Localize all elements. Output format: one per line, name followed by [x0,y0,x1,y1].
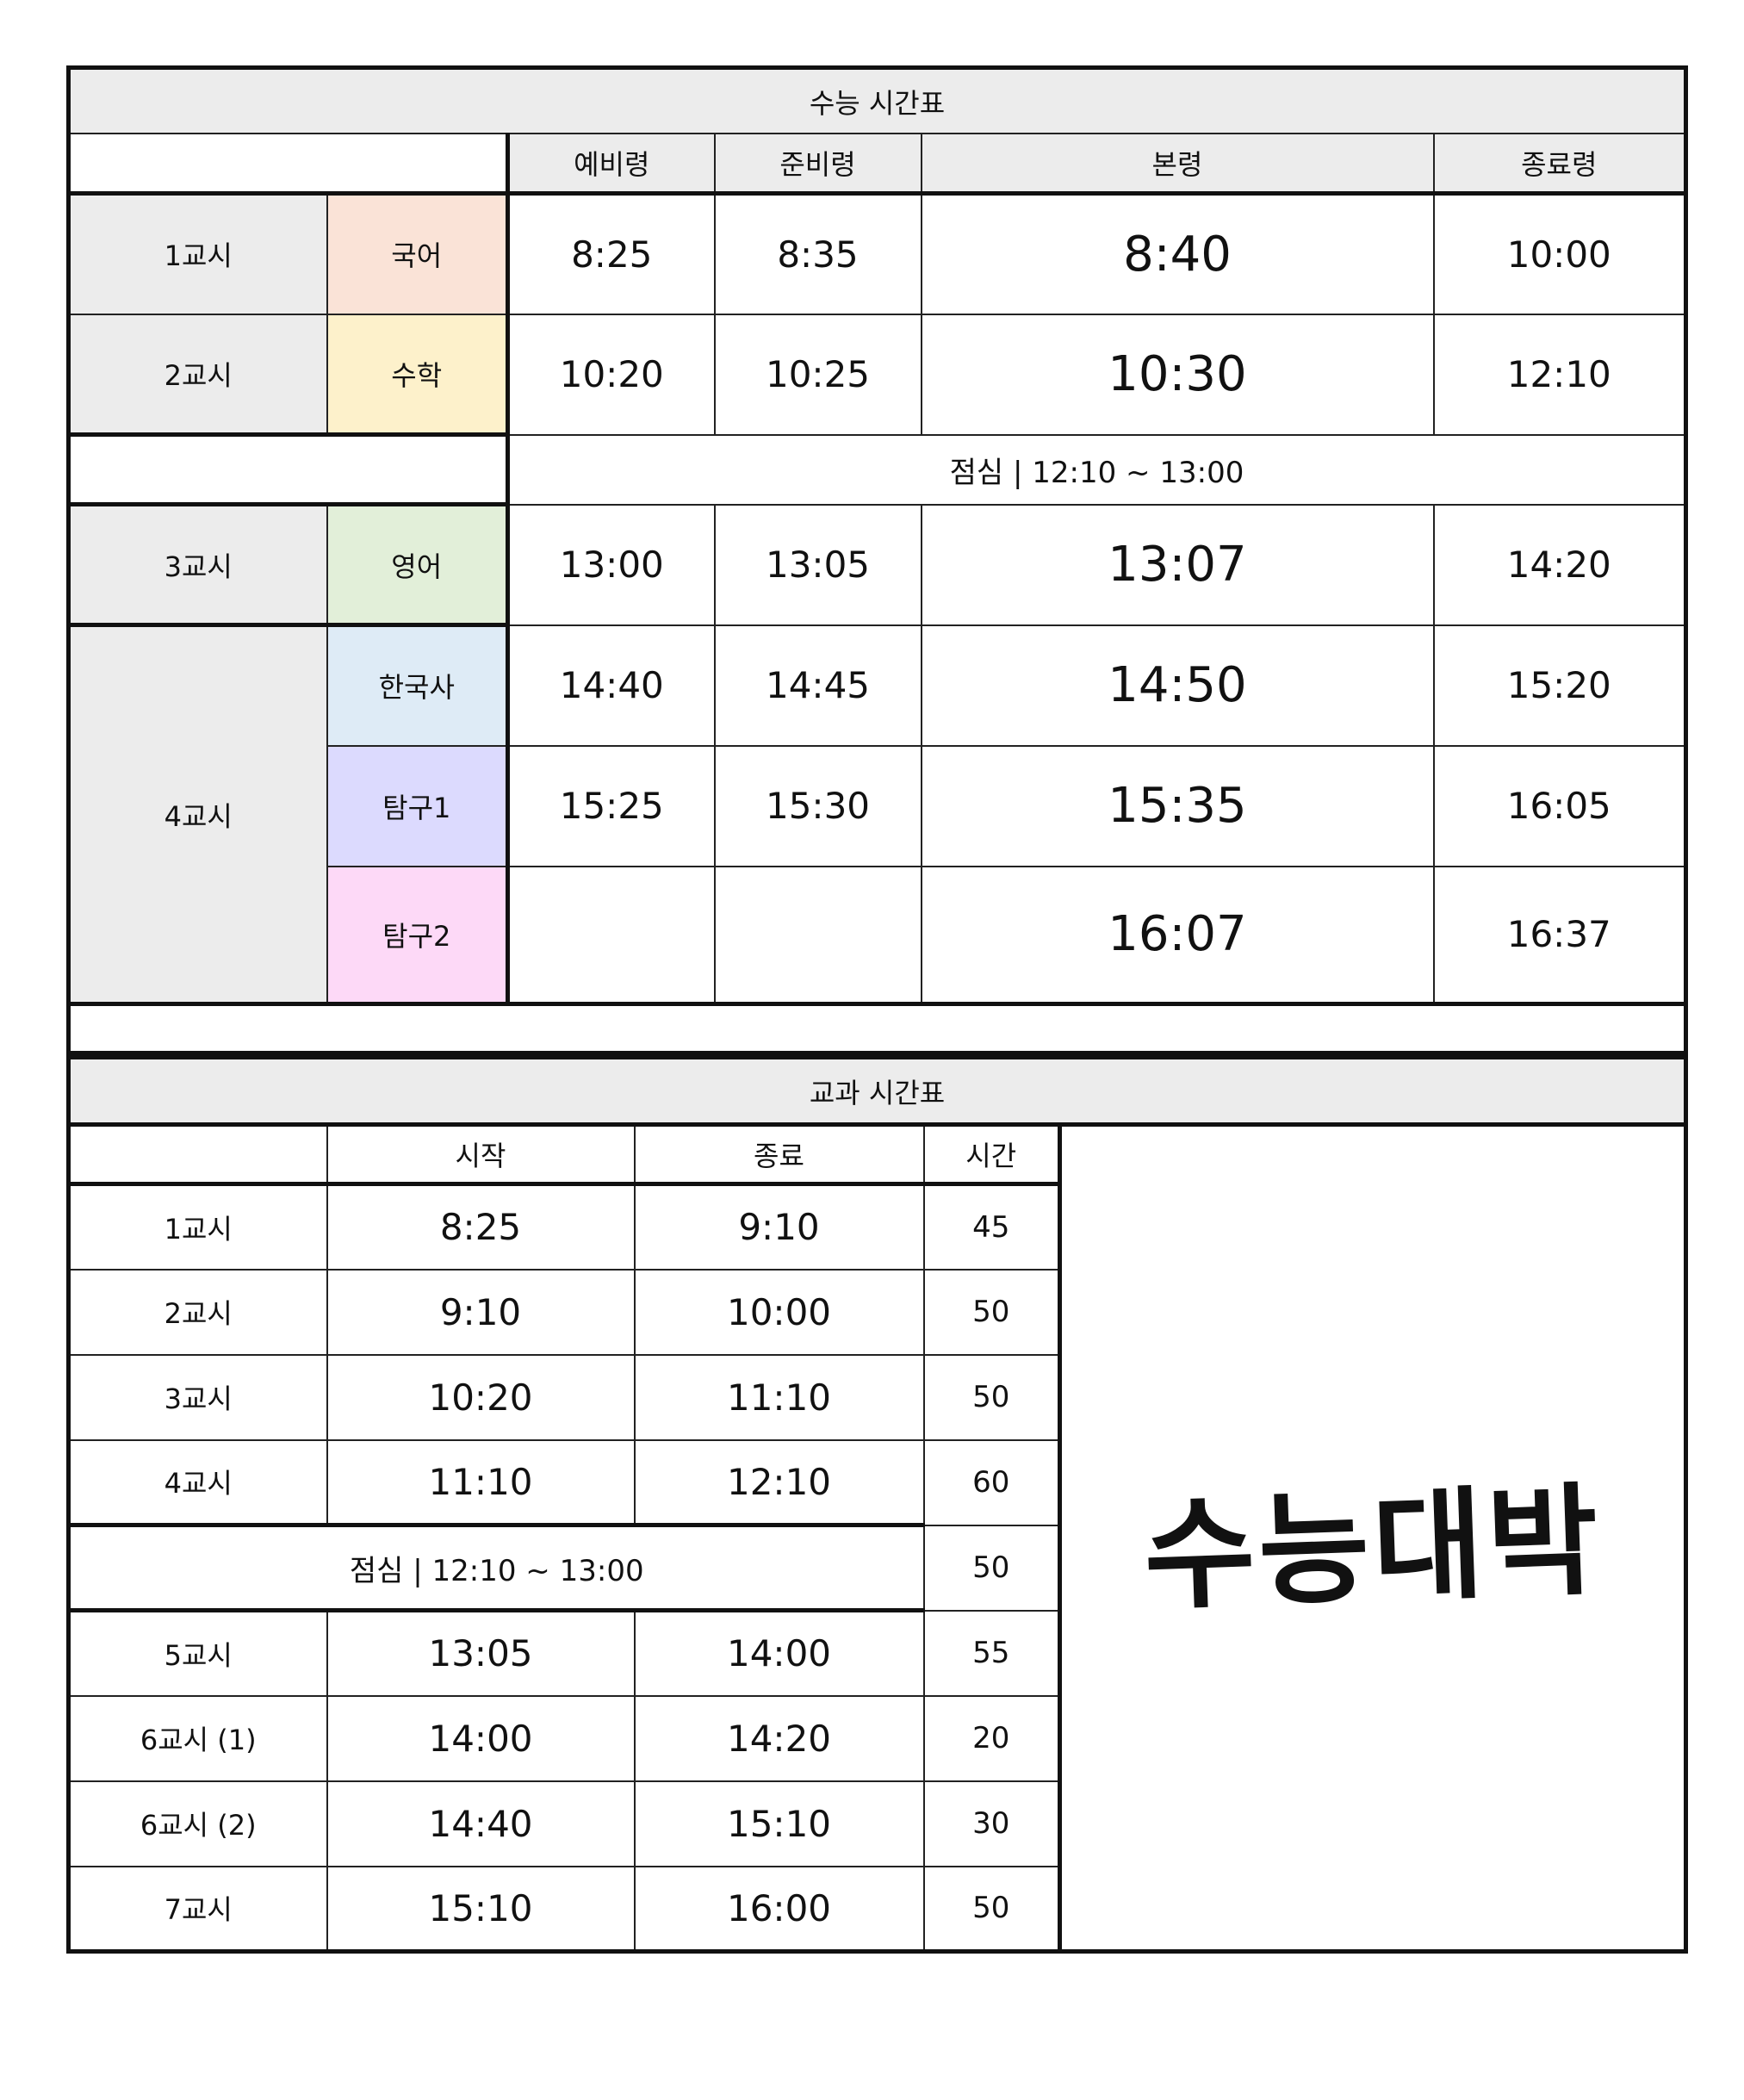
minutes: 20 [922,1694,1062,1782]
school-title: 교과 시간표 [67,1055,1687,1127]
main-time: 8:40 [920,192,1435,315]
lunch-label: 점심 | 12:10 ~ 13:00 [67,1523,925,1612]
main-time: 10:30 [920,313,1435,436]
prep-time: 14:40 [506,624,716,747]
end-time: 11:10 [633,1353,925,1441]
lunch-label: 점심 | 12:10 ~ 13:00 [506,433,1687,506]
spacer-row [67,1002,1687,1054]
subject-cell: 국어 [326,192,510,315]
prep-time: 13:00 [506,503,716,626]
main-time: 14:50 [920,624,1435,747]
end-time: 12:10 [633,1438,925,1526]
main-time: 15:35 [920,744,1435,867]
ready-time: 10:25 [713,313,922,436]
minutes: 50 [922,1268,1062,1356]
period-label: 3교시 [67,503,328,627]
period-label: 4교시 [67,624,328,1005]
end-time: 12:10 [1432,313,1687,436]
period-label: 6교시 (1) [67,1694,328,1782]
end-time: 15:10 [633,1780,925,1867]
col-header-prep: 예비령 [506,133,716,196]
end-time: 9:10 [633,1183,925,1271]
start-time: 13:05 [326,1609,636,1697]
start-time: 9:10 [326,1268,636,1356]
col-header-end: 종료 [633,1123,925,1186]
end-time: 16:37 [1432,865,1687,1005]
start-time: 14:40 [326,1780,636,1867]
period-label: 3교시 [67,1353,328,1441]
ready-time: 8:35 [713,192,922,315]
ready-time: 13:05 [713,503,922,626]
lunch-blank [67,433,510,506]
col-header-ready: 준비령 [713,133,922,196]
ready-time: 14:45 [713,624,922,747]
period-label: 4교시 [67,1438,328,1526]
cheer-text: 수능대박 [1142,1470,1604,1627]
end-time: 14:20 [1432,503,1687,626]
minutes: 60 [922,1438,1062,1526]
start-time: 14:00 [326,1694,636,1782]
cheer-cell: 수능대박 [1058,1123,1687,1953]
subject-cell: 탐구1 [326,744,510,867]
end-time: 14:00 [633,1609,925,1697]
period-label: 1교시 [67,192,328,315]
end-time: 10:00 [1432,192,1687,315]
prep-time [506,865,716,1005]
subject-cell: 한국사 [326,624,510,747]
period-label: 6교시 (2) [67,1780,328,1867]
minutes: 45 [922,1183,1062,1271]
lunch-minutes: 50 [922,1524,1062,1612]
end-time: 16:00 [633,1865,925,1953]
end-time: 16:05 [1432,744,1687,867]
minutes: 50 [922,1353,1062,1441]
main-time: 16:07 [920,865,1435,1005]
period-label: 2교시 [67,313,328,437]
col-header-main: 본령 [920,133,1435,196]
prep-time: 10:20 [506,313,716,436]
start-time: 15:10 [326,1865,636,1953]
minutes: 30 [922,1780,1062,1867]
timetable-sheet: 수능 시간표 예비령 준비령 본령 종료령 1교시 국어 8:25 8:35 8… [66,65,1689,1954]
col-header-minutes: 시간 [922,1123,1062,1186]
exam-header-blank [67,133,510,196]
school-timetable: 교과 시간표 시작 종료 시간 수능대박 1교시 8:25 9:10 45 2교… [66,1055,1689,1954]
minutes: 50 [922,1865,1062,1953]
prep-time: 15:25 [506,744,716,867]
end-time: 15:20 [1432,624,1687,747]
end-time: 10:00 [633,1268,925,1356]
col-header-end: 종료령 [1432,133,1687,196]
col-header-start: 시작 [326,1123,636,1186]
main-time: 13:07 [920,503,1435,626]
minutes: 55 [922,1609,1062,1697]
exam-title: 수능 시간표 [67,66,1687,134]
period-label: 5교시 [67,1609,328,1697]
start-time: 10:20 [326,1353,636,1441]
prep-time: 8:25 [506,192,716,315]
start-time: 11:10 [326,1438,636,1526]
period-label: 2교시 [67,1268,328,1356]
subject-cell: 탐구2 [326,865,510,1005]
period-label: 1교시 [67,1183,328,1271]
ready-time [713,865,922,1005]
exam-timetable: 수능 시간표 예비령 준비령 본령 종료령 1교시 국어 8:25 8:35 8… [66,65,1688,1055]
period-label: 7교시 [67,1865,328,1953]
start-time: 8:25 [326,1183,636,1271]
ready-time: 15:30 [713,744,922,867]
subject-cell: 수학 [326,313,510,437]
end-time: 14:20 [633,1694,925,1782]
subject-cell: 영어 [326,503,510,627]
school-header-blank [67,1123,328,1186]
